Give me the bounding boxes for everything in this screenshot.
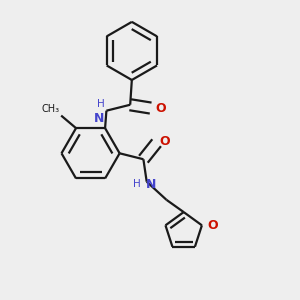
Text: N: N: [94, 112, 104, 125]
Text: CH₃: CH₃: [42, 103, 60, 114]
Text: O: O: [159, 135, 170, 148]
Text: N: N: [146, 178, 156, 191]
Text: H: H: [133, 179, 141, 189]
Text: H: H: [97, 99, 104, 109]
Text: O: O: [155, 102, 166, 115]
Text: O: O: [207, 219, 218, 232]
